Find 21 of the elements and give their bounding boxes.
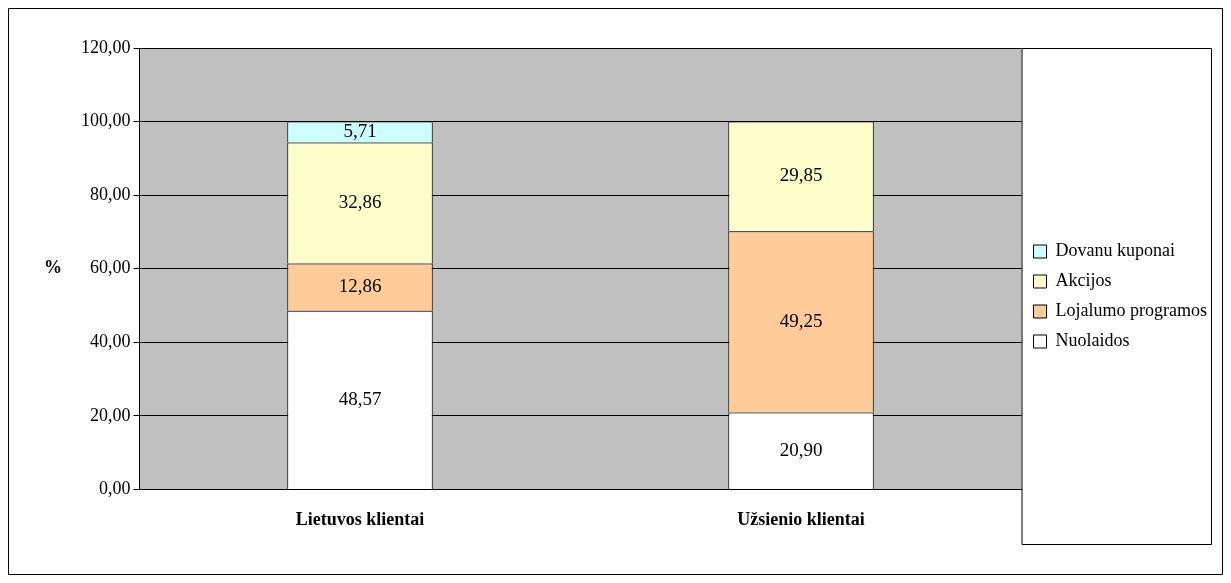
y-tick-label: 80,00 xyxy=(90,183,131,204)
data-label: 49,25 xyxy=(779,309,823,331)
x-tick-label: Užsienio klientai xyxy=(737,508,865,529)
data-label: 20,90 xyxy=(779,438,823,460)
data-label: 29,85 xyxy=(779,164,823,186)
y-tick-label: 0,00 xyxy=(99,478,131,499)
data-label: 12,86 xyxy=(338,275,382,297)
data-label: 5,71 xyxy=(343,120,377,142)
data-label: 48,57 xyxy=(338,387,382,409)
legend-label: Dovanu kuponai xyxy=(1055,240,1176,261)
y-tick-label: 20,00 xyxy=(90,404,131,425)
legend-label: Lojalumo programos xyxy=(1055,300,1208,321)
x-tick-label: Lietuvos klientai xyxy=(295,508,425,529)
y-tick-label: 120,00 xyxy=(81,36,131,57)
y-tick-label: 40,00 xyxy=(90,331,131,351)
y-tick-label: 100,00 xyxy=(81,110,131,131)
y-tick-label: 60,00 xyxy=(90,257,131,278)
legend-label: Nuolaidos xyxy=(1055,330,1130,351)
y-axis-title: % xyxy=(44,257,62,278)
legend-label: Akcijos xyxy=(1055,270,1112,291)
data-label: 32,86 xyxy=(338,190,382,212)
